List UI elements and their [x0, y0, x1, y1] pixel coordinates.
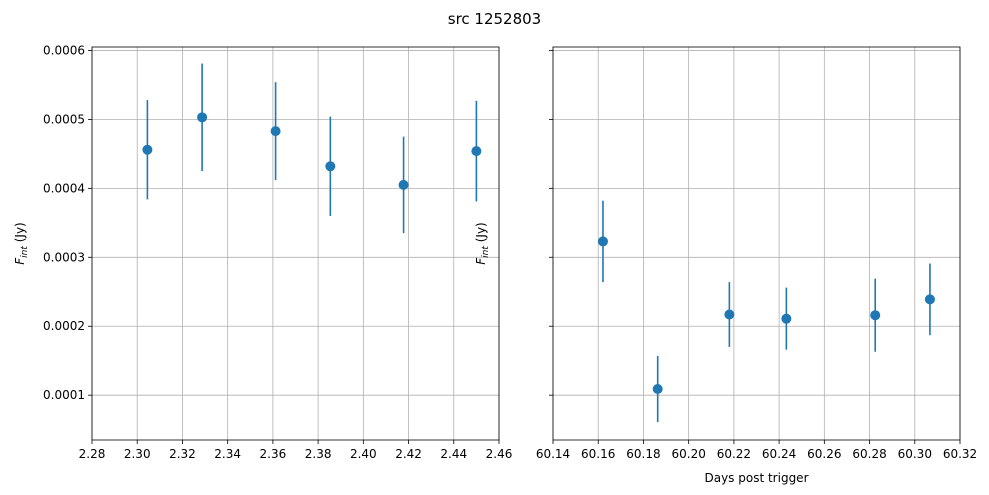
- data-point: [398, 179, 409, 190]
- y-tick-label: 0.0003: [43, 250, 85, 264]
- data-point: [197, 112, 208, 123]
- x-tick-label: 2.42: [395, 447, 422, 461]
- x-tick-label: 60.14: [536, 447, 570, 461]
- y-tick-label: 0.0002: [43, 319, 85, 333]
- x-tick-label: 60.16: [581, 447, 615, 461]
- x-tick-label: 60.30: [898, 447, 932, 461]
- data-point: [652, 383, 663, 394]
- figure-title: src 1252803: [448, 10, 541, 28]
- axes-frame: [91, 46, 500, 441]
- x-tick-label: 60.26: [807, 447, 841, 461]
- data-point: [142, 144, 153, 155]
- x-tick-label: 60.28: [852, 447, 886, 461]
- x-axis-label: Days post trigger: [704, 471, 808, 485]
- data-point: [471, 146, 482, 157]
- data-point: [325, 161, 336, 172]
- y-tick-label: 0.0004: [43, 181, 85, 195]
- y-axis-label-subscript: int: [481, 246, 491, 258]
- y-axis-label-symbol: F: [13, 257, 27, 265]
- chart-panel-right: 60.14 60.16 60.18 60.20 60.22 60.24 60.26 60.28…: [474, 46, 977, 485]
- x-tick-label: 2.28: [79, 447, 106, 461]
- y-axis-label: Fint (Jy): [474, 222, 491, 264]
- x-tick-label: 2.30: [124, 447, 151, 461]
- y-axis-label-subscript: int: [20, 246, 30, 258]
- data-point: [870, 310, 881, 321]
- y-tick-label: 0.0005: [43, 112, 85, 126]
- data-point: [724, 309, 735, 320]
- y-axis-label-symbol: F: [474, 257, 488, 265]
- x-tick-label: 2.44: [440, 447, 467, 461]
- x-tick-label: 2.34: [214, 447, 241, 461]
- x-tick-label: 60.18: [626, 447, 660, 461]
- y-tick-label: 0.0006: [43, 43, 85, 57]
- data-point: [781, 313, 792, 324]
- x-tick-label: 2.46: [486, 447, 513, 461]
- x-tick-label: 60.24: [762, 447, 796, 461]
- axes-frame: [552, 46, 961, 441]
- x-tick-label: 2.38: [305, 447, 332, 461]
- y-axis-label-unit: (Jy): [13, 222, 27, 246]
- x-tick-label: 2.40: [350, 447, 377, 461]
- x-tick-label: 60.22: [717, 447, 751, 461]
- x-tick-label: 2.32: [169, 447, 196, 461]
- y-tick-label: 0.0001: [43, 388, 85, 402]
- chart-panel-left: 2.28 2.30 2.32 2.34 2.36 2.38 2.40 2.42 2.44 2.46…: [13, 43, 512, 461]
- x-tick-label: 2.36: [260, 447, 287, 461]
- x-tick-label: 60.20: [671, 447, 705, 461]
- y-axis-label: Fint (Jy): [13, 222, 30, 264]
- y-axis-label-unit: (Jy): [474, 222, 488, 246]
- x-tick-label: 60.32: [943, 447, 977, 461]
- data-point: [270, 126, 281, 137]
- data-point: [597, 236, 608, 247]
- data-point: [924, 294, 935, 305]
